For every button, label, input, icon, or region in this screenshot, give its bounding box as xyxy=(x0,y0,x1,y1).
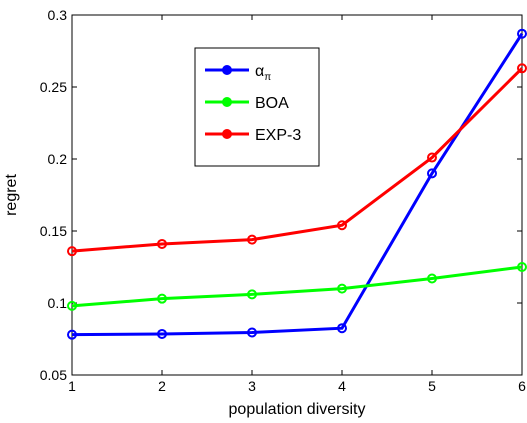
x-tick-label: 2 xyxy=(158,378,166,394)
data-point xyxy=(247,234,257,245)
y-tick-label: 0.1 xyxy=(48,295,68,311)
x-tick-label: 4 xyxy=(338,378,346,394)
legend-swatch-marker xyxy=(222,129,232,139)
data-point xyxy=(517,63,527,74)
data-point xyxy=(67,300,77,311)
y-tick-label: 0.25 xyxy=(40,79,67,95)
data-point xyxy=(337,283,347,294)
legend-box xyxy=(194,47,320,167)
series-group xyxy=(67,28,527,340)
legend-label: απ xyxy=(255,63,271,83)
data-point xyxy=(157,328,167,339)
y-axis-label: regret xyxy=(3,174,20,216)
legend-swatch-marker xyxy=(222,97,232,107)
legend-label: BOA xyxy=(255,95,289,112)
legend: απ BOA EXP-3 xyxy=(194,47,320,167)
y-tick-label: 0.15 xyxy=(40,223,67,239)
data-point xyxy=(337,323,347,334)
axis-ticks: 1 2 3 4 5 6 0.05 0.1 0.15 0.2 0.25 0.3 xyxy=(40,7,526,394)
data-point xyxy=(337,220,347,231)
data-point xyxy=(427,168,437,179)
data-point xyxy=(247,289,257,300)
legend-swatch-marker xyxy=(222,65,232,75)
data-point xyxy=(427,152,437,163)
y-tick-label: 0.05 xyxy=(40,367,67,383)
data-point xyxy=(427,273,437,284)
y-tick-label: 0.2 xyxy=(48,151,68,167)
data-point xyxy=(247,327,257,338)
series-line xyxy=(71,67,524,253)
series-1 xyxy=(67,262,527,311)
series-line xyxy=(71,32,524,337)
x-tick-label: 1 xyxy=(68,378,76,394)
series-0 xyxy=(67,28,527,340)
x-axis-label: population diversity xyxy=(229,401,366,418)
x-tick-label: 3 xyxy=(248,378,256,394)
data-point xyxy=(517,262,527,272)
data-point xyxy=(157,238,167,249)
x-tick-label: 6 xyxy=(518,378,526,394)
series-2 xyxy=(67,63,527,257)
legend-label: EXP-3 xyxy=(255,127,301,144)
data-point xyxy=(157,293,167,304)
y-tick-label: 0.3 xyxy=(48,7,68,23)
series-line xyxy=(71,265,523,308)
data-point xyxy=(67,246,77,257)
x-tick-label: 5 xyxy=(428,378,436,394)
data-point xyxy=(517,28,527,39)
data-point xyxy=(67,329,77,340)
